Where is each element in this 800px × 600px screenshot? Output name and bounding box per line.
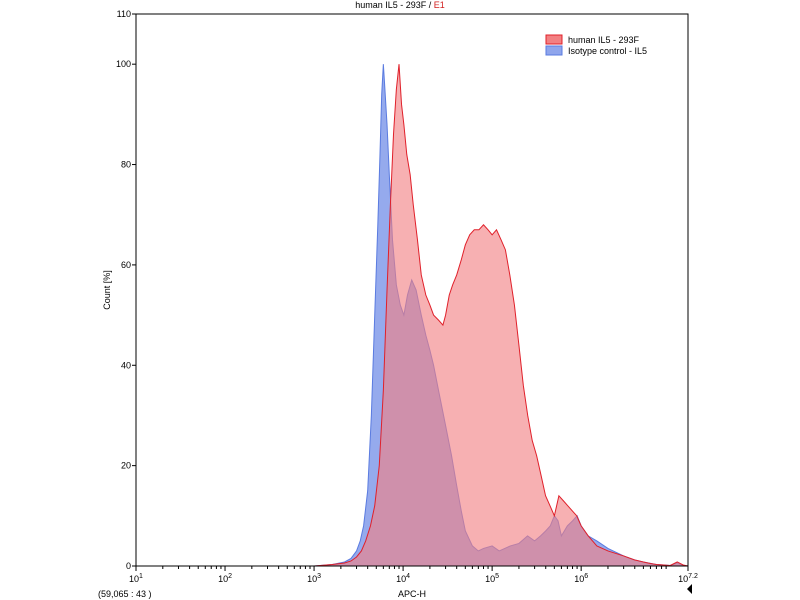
x-tick-label: 103: [307, 573, 321, 584]
x-tick-label: 105: [485, 573, 499, 584]
x-tick-label: 101: [129, 573, 143, 584]
chart-title: human IL5 - 293F / E1: [355, 0, 445, 10]
y-tick-label: 80: [121, 160, 131, 170]
x-axis: 101 102 103 104 105 106 107.2: [129, 566, 698, 584]
x-tick-label: 107.2: [678, 573, 698, 584]
y-tick-label: 0: [126, 561, 131, 571]
y-tick-label: 20: [121, 461, 131, 471]
x-tick-label: 104: [396, 573, 410, 584]
legend-label-human-il5-293f: human IL5 - 293F: [568, 35, 640, 45]
y-axis-label: Count [%]: [102, 270, 112, 310]
y-tick-label: 40: [121, 360, 131, 370]
legend-swatch-human-il5-293f: [545, 34, 563, 45]
axis-end-marker-icon[interactable]: [687, 584, 692, 594]
y-axis: 0 20 40 60 80 100 110: [116, 9, 136, 571]
cursor-readout: (59,065 : 43 ): [98, 589, 152, 599]
x-axis-label: APC-H: [398, 589, 426, 599]
y-tick-label: 60: [121, 260, 131, 270]
x-tick-label: 102: [218, 573, 232, 584]
x-tick-label: 106: [574, 573, 588, 584]
series-area-human-il5-293f: [225, 64, 688, 567]
chart-title-gate: E1: [434, 0, 445, 10]
plot-frame: [135, 13, 689, 567]
series-layer: [225, 64, 689, 567]
y-tick-label: 100: [116, 59, 131, 69]
y-tick-label: 110: [117, 9, 131, 19]
series-line-human-il5-293f: [225, 64, 689, 567]
chart-title-main: human IL5 - 293F /: [355, 0, 434, 10]
legend-swatch-isotype-control-il5: [545, 45, 563, 56]
legend-label-isotype-control-il5: Isotype control - IL5: [568, 46, 647, 56]
